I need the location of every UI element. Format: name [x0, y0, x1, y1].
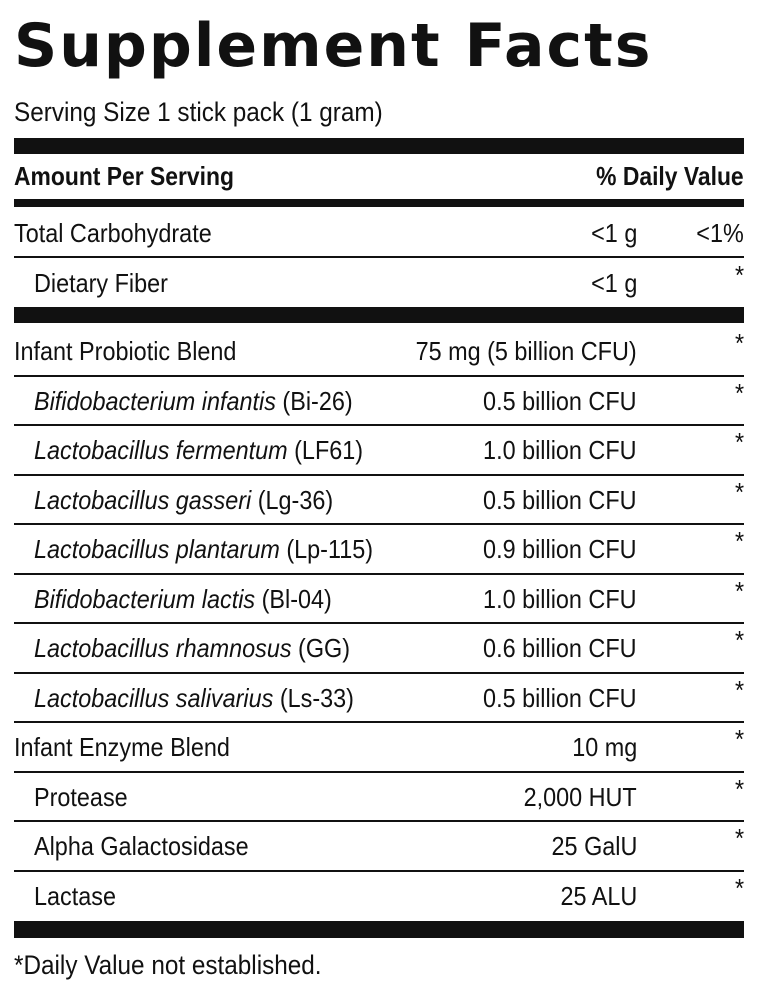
probiotic-strain-row: Bifidobacterium infantis (Bi-26) 0.5 bil…: [14, 377, 744, 426]
nutrient-row-dietary-fiber: Dietary Fiber <1 g *: [14, 259, 744, 308]
nutrient-daily-value: *: [734, 328, 744, 358]
nutrient-daily-value: *: [734, 526, 744, 556]
nutrient-amount: 10 mg: [571, 732, 637, 762]
probiotic-strain-row: Lactobacillus fermentum (LF61) 1.0 billi…: [14, 426, 744, 475]
row-divider: [14, 424, 744, 426]
nutrient-amount: 0.5 billion CFU: [483, 485, 637, 515]
nutrient-amount: <1 g: [590, 268, 637, 298]
probiotic-strain-row: Bifidobacterium lactis (Bl-04) 1.0 billi…: [14, 575, 744, 624]
nutrient-daily-value: *: [734, 724, 744, 754]
nutrient-name: Total Carbohydrate: [14, 218, 212, 248]
nutrient-amount: <1 g: [590, 218, 637, 248]
enzyme-row-lactase: Lactase 25 ALU *: [14, 872, 744, 921]
enzyme-row-alpha-galactosidase: Alpha Galactosidase 25 GalU *: [14, 822, 744, 871]
strain-name: Lactobacillus gasseri (Lg-36): [34, 476, 333, 525]
row-divider: [14, 622, 744, 624]
strain-name: Bifidobacterium lactis (Bl-04): [34, 575, 332, 624]
row-divider: [14, 672, 744, 674]
probiotic-strain-row: Lactobacillus plantarum (Lp-115) 0.9 bil…: [14, 525, 744, 574]
species-name: Bifidobacterium infantis: [34, 386, 276, 416]
strain-name: Bifidobacterium infantis (Bi-26): [34, 377, 353, 426]
serving-size: Serving Size 1 stick pack (1 gram): [14, 97, 383, 127]
nutrient-name: Protease: [34, 782, 128, 812]
nutrient-name: Infant Enzyme Blend: [14, 732, 230, 762]
nutrient-amount: 0.5 billion CFU: [483, 683, 637, 713]
strain-code: (Lp-115): [279, 534, 374, 564]
nutrient-name: Alpha Galactosidase: [34, 831, 249, 861]
species-name: Bifidobacterium lactis: [34, 584, 256, 614]
nutrient-amount: 25 GalU: [551, 831, 637, 861]
nutrient-daily-value: *: [734, 625, 744, 655]
strain-name: Lactobacillus rhamnosus (GG): [34, 624, 350, 673]
medium-divider: [14, 199, 744, 207]
nutrient-row-infant-probiotic-blend: Infant Probiotic Blend 75 mg (5 billion …: [14, 327, 744, 376]
nutrient-daily-value: *: [734, 427, 744, 457]
probiotic-strain-row: Lactobacillus salivarius (Ls-33) 0.5 bil…: [14, 674, 744, 723]
row-divider: [14, 820, 744, 822]
nutrient-amount: 25 ALU: [560, 881, 637, 911]
nutrient-name: Lactase: [34, 881, 116, 911]
row-divider: [14, 771, 744, 773]
daily-value-label: % Daily Value: [596, 161, 744, 191]
enzyme-row-protease: Protease 2,000 HUT *: [14, 773, 744, 822]
thick-divider: [14, 921, 744, 938]
row-divider: [14, 474, 744, 476]
nutrient-amount: 0.6 billion CFU: [483, 633, 637, 663]
nutrient-amount: 1.0 billion CFU: [483, 584, 637, 614]
nutrient-daily-value: *: [734, 576, 744, 606]
nutrient-amount: 2,000 HUT: [523, 782, 637, 812]
strain-code: (LF61): [287, 435, 364, 465]
row-divider: [14, 523, 744, 525]
species-name: Lactobacillus fermentum: [34, 435, 288, 465]
nutrient-row-total-carbohydrate: Total Carbohydrate <1 g <1%: [14, 209, 744, 258]
species-name: Lactobacillus salivarius: [34, 683, 274, 713]
amount-per-serving-label: Amount Per Serving: [14, 161, 234, 191]
row-divider: [14, 375, 744, 377]
nutrient-amount: 0.5 billion CFU: [483, 386, 637, 416]
nutrient-name: Dietary Fiber: [34, 268, 168, 298]
strain-name: Lactobacillus plantarum (Lp-115): [34, 525, 373, 574]
supplement-facts-panel: Supplement Facts Serving Size 1 stick pa…: [14, 0, 744, 990]
nutrient-daily-value: *: [734, 823, 744, 853]
nutrient-daily-value: *: [734, 378, 744, 408]
panel-title: Supplement Facts: [14, 11, 653, 81]
strain-code: (Bi-26): [275, 386, 353, 416]
probiotic-strain-row: Lactobacillus gasseri (Lg-36) 0.5 billio…: [14, 476, 744, 525]
nutrient-amount: 75 mg (5 billion CFU): [415, 336, 637, 366]
thick-divider: [14, 138, 744, 154]
nutrient-daily-value: *: [734, 260, 744, 290]
nutrient-name: Infant Probiotic Blend: [14, 336, 237, 366]
column-header: Amount Per Serving % Daily Value: [14, 155, 744, 197]
species-name: Lactobacillus plantarum: [34, 534, 280, 564]
species-name: Lactobacillus rhamnosus: [34, 633, 292, 663]
footnote: *Daily Value not established.: [14, 950, 322, 980]
nutrient-daily-value: *: [734, 477, 744, 507]
nutrient-daily-value: *: [734, 873, 744, 903]
strain-code: (Bl-04): [255, 584, 332, 614]
species-name: Lactobacillus gasseri: [34, 485, 252, 515]
nutrient-daily-value: <1%: [696, 218, 744, 248]
strain-code: (Lg-36): [251, 485, 334, 515]
strain-name: Lactobacillus salivarius (Ls-33): [34, 674, 354, 723]
row-divider: [14, 256, 744, 258]
strain-code: (GG): [291, 633, 351, 663]
nutrient-amount: 1.0 billion CFU: [483, 435, 637, 465]
row-divider: [14, 721, 744, 723]
probiotic-strain-row: Lactobacillus rhamnosus (GG) 0.6 billion…: [14, 624, 744, 673]
nutrient-amount: 0.9 billion CFU: [483, 534, 637, 564]
thick-divider: [14, 307, 744, 323]
nutrient-daily-value: *: [734, 774, 744, 804]
row-divider: [14, 573, 744, 575]
strain-name: Lactobacillus fermentum (LF61): [34, 426, 363, 475]
row-divider: [14, 870, 744, 872]
nutrient-daily-value: *: [734, 675, 744, 705]
strain-code: (Ls-33): [273, 683, 354, 713]
nutrient-row-infant-enzyme-blend: Infant Enzyme Blend 10 mg *: [14, 723, 744, 772]
